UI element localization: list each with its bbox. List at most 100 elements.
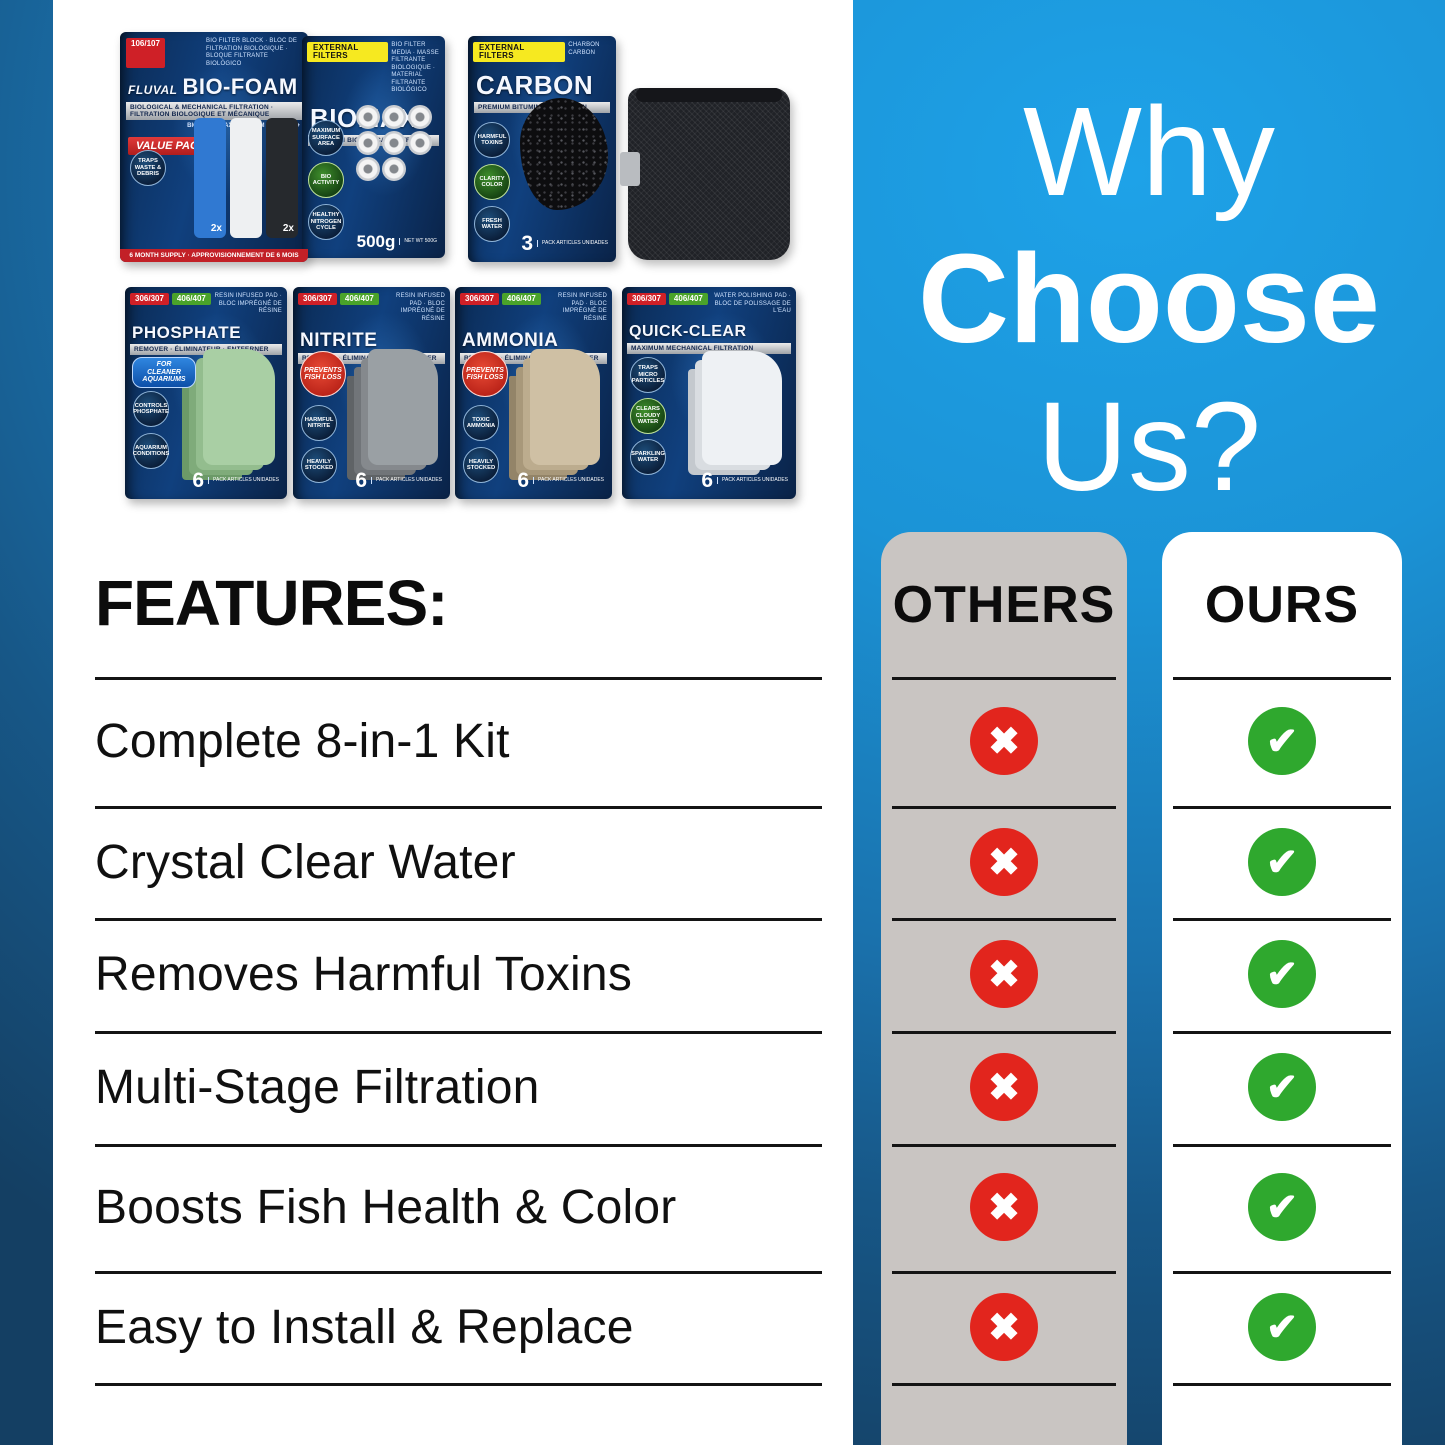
product-box-ammonia: 306/307 406/407 RESIN INFUSED PAD · BLOC… bbox=[455, 287, 612, 499]
pack-quantity: 6 PACK ARTICLES UNIDADES bbox=[355, 470, 442, 491]
product-top-text: CHARBON CARBON bbox=[568, 42, 600, 56]
divider bbox=[1173, 677, 1391, 680]
divider bbox=[1173, 1031, 1391, 1034]
product-title: AMMONIA bbox=[462, 330, 559, 351]
product-strip: BIOLOGICAL & MECHANICAL FILTRATION · FIL… bbox=[126, 102, 302, 121]
foam-white bbox=[230, 118, 262, 238]
cross-glyph: ✖ bbox=[988, 720, 1020, 763]
feature-item: Easy to Install & Replace bbox=[95, 1300, 634, 1354]
divider bbox=[95, 1383, 822, 1386]
product-box-quickclear: 306/307 406/407 WATER POLISHING PAD · BL… bbox=[622, 287, 796, 499]
ring bbox=[382, 105, 406, 129]
feature-circle-badge: TRAPS MICRO PARTICLES bbox=[630, 357, 666, 393]
filter-pads-illustration bbox=[702, 351, 782, 465]
pack-quantity: 6 PACK ARTICLES UNIDADES bbox=[517, 470, 604, 491]
divider bbox=[1173, 806, 1391, 809]
product-strip: MAXIMUM MECHANICAL FILTRATION bbox=[627, 342, 791, 354]
feature-circle-badge: HEALTHY NITROGEN CYCLE bbox=[308, 204, 344, 240]
feature-circle-badge: HEAVILY STOCKED bbox=[301, 447, 337, 483]
model-badge: 406/407 bbox=[339, 293, 379, 305]
comparison-column-others: OTHERS ✖ ✖ ✖ ✖ ✖ ✖ bbox=[881, 532, 1127, 1445]
prevents-fish-loss-burst: PREVENTS FISH LOSS bbox=[462, 351, 508, 397]
product-top-text: RESIN INFUSED PAD · BLOC IMPRÉGNÉ DE RÉS… bbox=[558, 293, 607, 322]
qty-value: 6 bbox=[192, 469, 205, 492]
comparison-column-ours: OURS ✔ ✔ ✔ ✔ ✔ ✔ bbox=[1162, 532, 1402, 1445]
check-icon: ✔ bbox=[1248, 940, 1316, 1008]
feature-item: Multi-Stage Filtration bbox=[95, 1061, 540, 1114]
carbon-granules-illustration bbox=[520, 98, 608, 210]
cross-glyph: ✖ bbox=[988, 1186, 1020, 1229]
hero-title: Why Choose Us? bbox=[853, 78, 1445, 520]
product-title: NITRITE bbox=[300, 330, 378, 351]
feature-circle-badge: CLARITY COLOR bbox=[474, 164, 510, 200]
product-box-carbon: EXTERNAL FILTERS CHARBON CARBON CARBON P… bbox=[468, 36, 616, 262]
qty-value: 6 bbox=[701, 469, 714, 492]
cross-glyph: ✖ bbox=[988, 953, 1020, 996]
ceramic-rings-illustration bbox=[355, 104, 439, 182]
product-title: PHOSPHATE bbox=[132, 322, 242, 342]
ring bbox=[382, 131, 406, 155]
pack-quantity: 6 PACK ARTICLES UNIDADES bbox=[701, 470, 788, 491]
feature-circle-badge: FRESH WATER bbox=[474, 206, 510, 242]
feature-circle-badge: BIO ACTIVITY bbox=[308, 162, 344, 198]
external-filters-banner: EXTERNAL FILTERS bbox=[307, 42, 389, 62]
model-badge: 306/307 bbox=[460, 293, 499, 305]
model-badge: 406/407 bbox=[668, 293, 708, 305]
foam-blue: 2x bbox=[194, 118, 226, 238]
check-glyph: ✔ bbox=[1266, 1186, 1298, 1229]
feature-item: Complete 8-in-1 Kit bbox=[95, 715, 510, 768]
check-icon: ✔ bbox=[1248, 828, 1316, 896]
divider bbox=[892, 1144, 1116, 1147]
ring bbox=[382, 157, 406, 181]
cross-icon: ✖ bbox=[970, 828, 1038, 896]
pack-quantity: 3 PACK ARTICLES UNIDADES bbox=[521, 233, 608, 254]
feature-item: Boosts Fish Health & Color bbox=[95, 1181, 677, 1234]
qty-note: PACK ARTICLES UNIDADES bbox=[717, 477, 788, 484]
feature-circle-badge: CLEARS CLOUDY WATER bbox=[630, 398, 666, 434]
cleaner-aquariums-pill: FOR CLEANER AQUARIUMS bbox=[132, 357, 196, 389]
filter-pads-illustration bbox=[530, 349, 600, 465]
qty-value: 6 bbox=[517, 469, 530, 492]
cross-glyph: ✖ bbox=[988, 1066, 1020, 1109]
cross-icon: ✖ bbox=[970, 1293, 1038, 1361]
cross-glyph: ✖ bbox=[988, 1306, 1020, 1349]
features-heading: FEATURES: bbox=[95, 567, 448, 639]
content-panel: 106/107 BIO FILTER BLOCK · BLOC DE FILTR… bbox=[53, 0, 853, 1445]
check-glyph: ✔ bbox=[1266, 841, 1298, 884]
weight-value: 500g bbox=[356, 232, 396, 251]
hero-line-2: Choose bbox=[917, 228, 1381, 370]
foam-pads-illustration: 2x 2x bbox=[194, 118, 298, 238]
divider bbox=[95, 806, 822, 809]
weight-label: 500g NET WT 500g bbox=[357, 233, 437, 250]
qty-note: PACK ARTICLES UNIDADES bbox=[537, 240, 608, 247]
others-header: OTHERS bbox=[892, 575, 1116, 634]
check-glyph: ✔ bbox=[1266, 720, 1298, 763]
divider bbox=[892, 677, 1116, 680]
cross-icon: ✖ bbox=[970, 707, 1038, 775]
brand-logo: FLUVAL bbox=[128, 83, 178, 97]
check-icon: ✔ bbox=[1248, 1053, 1316, 1121]
ring bbox=[356, 131, 380, 155]
feature-circle-badge: HEAVILY STOCKED bbox=[463, 447, 499, 483]
cross-icon: ✖ bbox=[970, 1053, 1038, 1121]
divider bbox=[95, 1031, 822, 1034]
feature-circle-badge: HARMFUL TOXINS bbox=[474, 122, 510, 158]
divider bbox=[1173, 1144, 1391, 1147]
product-top-text: RESIN INFUSED PAD · BLOC IMPRÉGNÉ DE RÉS… bbox=[396, 293, 445, 322]
divider bbox=[1173, 1271, 1391, 1274]
ring bbox=[408, 105, 432, 129]
model-badge: 406/407 bbox=[171, 293, 211, 305]
qty-note: PACK ARTICLES UNIDADES bbox=[208, 477, 279, 484]
feature-circle-badge: SPARKLING WATER bbox=[630, 439, 666, 475]
feature-circle-badge: MAXIMUM SURFACE AREA bbox=[308, 120, 344, 156]
check-icon: ✔ bbox=[1248, 1173, 1316, 1241]
divider bbox=[1173, 918, 1391, 921]
feature-circle-badge: TRAPS WASTE & DEBRIS bbox=[130, 150, 166, 186]
product-title: QUICK-CLEAR bbox=[629, 322, 747, 340]
product-top-text: BIO FILTER MEDIA · MASSE FILTRANTE BIOLO… bbox=[391, 42, 439, 93]
check-glyph: ✔ bbox=[1266, 953, 1298, 996]
bag-tag bbox=[620, 152, 640, 186]
feature-circle-badge: HARMFUL NITRITE bbox=[301, 405, 337, 441]
feature-circle-badge: AQUARIUM CONDITIONS bbox=[133, 433, 169, 469]
ring bbox=[356, 105, 380, 129]
